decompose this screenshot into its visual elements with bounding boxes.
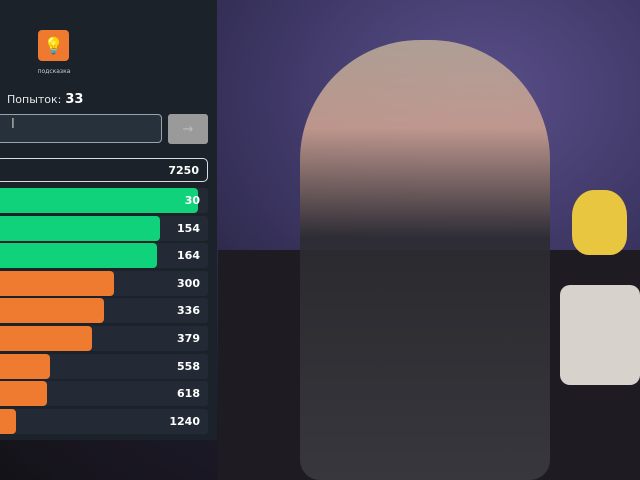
guess-rank: 1240: [169, 414, 200, 428]
guess-rank: 30: [184, 194, 200, 207]
similarity-bar: [0, 381, 47, 407]
submit-button[interactable]: →: [168, 114, 208, 144]
guess-row: 558: [0, 353, 208, 379]
guess-rank: 154: [177, 221, 200, 235]
streamer: [300, 40, 550, 480]
guess-rank: 379: [177, 332, 200, 345]
text-cursor-icon: I: [11, 117, 15, 132]
similarity-bar: [0, 326, 92, 351]
attempts-label: Попыток:: [7, 93, 62, 106]
attempts-value: 33: [65, 92, 84, 107]
attempts-counter: Попыток: 33: [7, 92, 83, 107]
hint-button[interactable]: 💡: [38, 30, 69, 61]
current-guess: 7250: [0, 158, 208, 182]
similarity-bar: [0, 270, 115, 296]
current-guess-rank: 7250: [168, 163, 199, 177]
similarity-bar: [0, 408, 16, 434]
similarity-bar: [0, 243, 158, 269]
similarity-bar: [0, 298, 104, 324]
similarity-bar: [0, 215, 161, 241]
similarity-bar: [0, 353, 50, 379]
guess-rank: 164: [177, 249, 200, 263]
guess-row: 300: [0, 270, 208, 296]
guess-row: 164: [0, 243, 208, 269]
guess-row: 1240: [0, 408, 208, 434]
guess-row: 30: [0, 188, 208, 213]
guess-rank: 558: [177, 359, 200, 373]
guess-row: 336: [0, 298, 208, 324]
similarity-bar: [0, 188, 198, 213]
guess-row: 154: [0, 215, 208, 241]
lightbulb-icon: 💡: [43, 36, 64, 55]
guess-rank: 336: [177, 304, 200, 318]
guess-row: 618: [0, 381, 208, 407]
guess-rank: 618: [177, 387, 200, 401]
guess-rank: 300: [177, 276, 200, 290]
game-panel: 💡 подсказка Попыток: 33 I → 7250 30 154 164…: [0, 0, 217, 440]
pillow: [560, 285, 640, 385]
word-input[interactable]: I: [0, 114, 162, 143]
duck-plush: [572, 190, 627, 255]
hint-label: подсказка: [37, 68, 71, 75]
guess-row: 379: [0, 326, 208, 351]
arrow-right-icon: →: [182, 121, 194, 137]
